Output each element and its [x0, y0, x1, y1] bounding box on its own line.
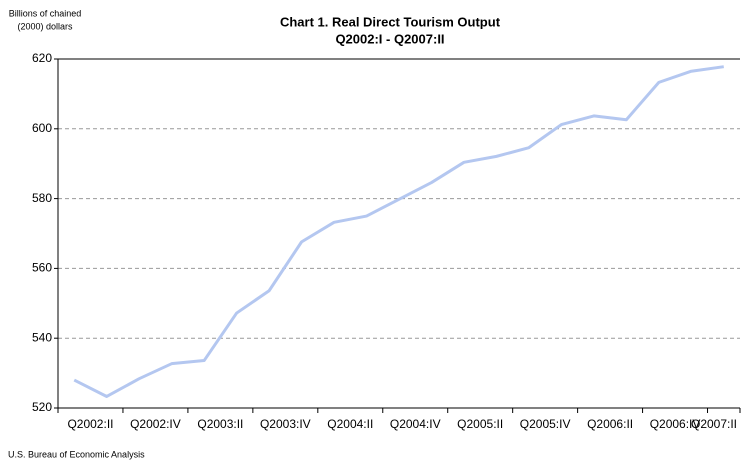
x-tick-label: Q2005:II: [457, 417, 503, 431]
y-tick-label: 540: [32, 330, 52, 344]
x-tick-label: Q2006:IV: [650, 417, 701, 431]
chart-subtitle: Q2002:I - Q2007:II: [335, 31, 444, 46]
y-tick-label: 560: [32, 261, 52, 275]
x-tick-label: Q2005:IV: [520, 417, 571, 431]
x-tick-label: Q2002:II: [67, 417, 113, 431]
source-note: U.S. Bureau of Economic Analysis: [8, 449, 145, 459]
x-tick-label: Q2004:IV: [390, 417, 441, 431]
x-tick-label: Q2007:II: [691, 417, 737, 431]
y-axis-label: (2000) dollars: [17, 21, 73, 31]
y-tick-label: 600: [32, 121, 52, 135]
y-axis-label: Billions of chained: [9, 8, 82, 18]
y-tick-label: 580: [32, 191, 52, 205]
x-tick-label: Q2006:II: [587, 417, 633, 431]
x-tick-label: Q2003:IV: [260, 417, 311, 431]
x-tick-label: Q2003:II: [197, 417, 243, 431]
data-line: [73, 65, 724, 398]
x-tick-label: Q2004:II: [327, 417, 373, 431]
y-tick-label: 520: [32, 400, 52, 414]
chart-title: Chart 1. Real Direct Tourism Output: [280, 14, 501, 29]
x-tick-label: Q2002:IV: [130, 417, 181, 431]
y-tick-label: 620: [32, 51, 52, 65]
